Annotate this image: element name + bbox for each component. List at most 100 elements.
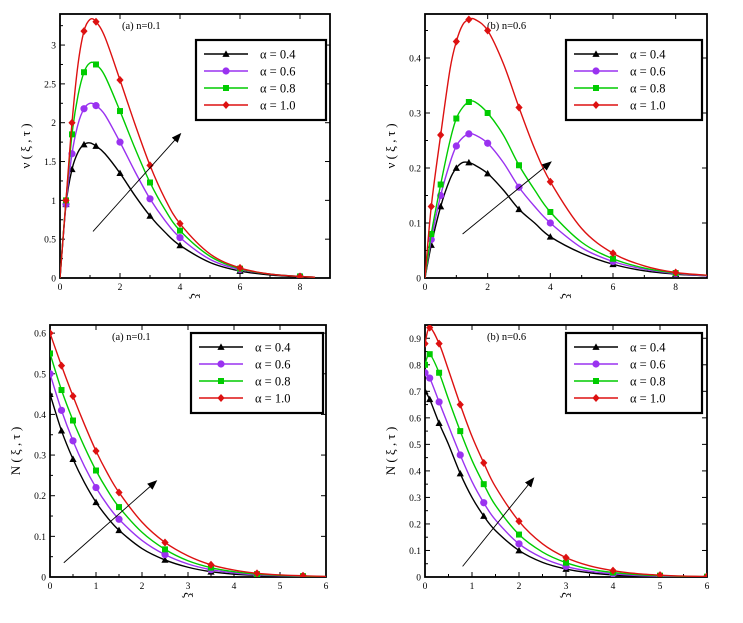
y-tick-label: 0.9 [409,335,421,345]
y-tick-label: 0 [41,574,46,584]
data-point [484,110,491,116]
series-line [425,390,707,577]
data-point [116,169,124,177]
legend: α = 0.4 α = 0.6 α = 0.8 α = 1.0 [194,38,328,122]
data-point [437,202,445,210]
plot-frame [424,13,708,279]
legend: α = 0.4 α = 0.6 α = 0.8 α = 1.0 [564,38,704,122]
legend-swatch-marker [592,101,600,109]
y-tick-label: 3 [51,42,56,52]
data-point [296,272,304,278]
trend-arrow [462,477,535,567]
data-point [92,142,100,149]
y-tick-label: 0.4 [34,411,46,421]
panel-label: (a) n=0.1 [112,332,151,343]
x-tick-label: 6 [611,283,616,293]
x-tick-label: 0 [58,283,63,293]
data-point [425,369,429,377]
data-point [115,526,123,534]
y-tick-label: 0.3 [409,494,421,504]
data-point [457,428,464,435]
trend-arrow [63,480,158,564]
legend-swatch-marker [593,378,599,384]
data-point [484,26,492,35]
data-point [546,233,554,240]
data-point [162,546,168,553]
panel-label: (b) n=0.6 [487,21,526,32]
data-point [57,361,66,370]
legend-swatch-marker [592,343,600,350]
y-tick-label: 0.5 [409,441,421,451]
x-axis-label: ξ [188,293,203,299]
x-tick-label: 0 [48,582,53,592]
data-point [236,263,244,272]
x-tick-label: 5 [658,582,663,592]
legend-swatch-marker [222,67,230,75]
y-tick-label: 0.7 [409,388,421,398]
data-point [426,325,434,332]
data-point [68,118,76,127]
data-point [207,560,215,569]
data-point [92,498,100,506]
data-point [69,392,77,401]
legend-entry: α = 0.8 [255,375,290,389]
legend-swatch-marker [218,378,224,384]
legend-entry: α = 0.6 [260,65,295,79]
y-tick-label: 0.6 [409,414,421,424]
data-point [515,517,523,526]
y-tick-label: 0.3 [34,452,46,462]
y-tick-label: 2 [51,119,56,129]
x-tick-label: 4 [232,582,237,592]
data-point [672,268,680,277]
data-point [656,571,664,577]
series-line [50,393,326,577]
data-point [92,483,100,492]
legend-entry: α = 1.0 [630,99,665,113]
data-point [50,329,54,338]
legend-swatch-marker [223,85,229,91]
y-tick-label: 2.5 [44,80,56,90]
data-point [69,131,75,138]
x-axis-label: ξ [559,592,574,598]
data-point [453,115,460,122]
y-tick-label: 1 [51,197,56,207]
y-tick-label: 0.3 [409,110,421,120]
data-point [177,227,183,234]
panel-label: (b) n=0.6 [487,332,526,343]
y-axis-label: N ( ξ , τ ) [8,427,23,476]
data-point [516,531,522,538]
legend-entry: α = 1.0 [255,392,290,406]
legend-entry: α = 0.6 [630,65,665,79]
data-point [50,350,53,357]
data-point [147,179,153,186]
data-point [435,339,443,348]
data-point [546,177,554,186]
x-tick-label: 0 [423,582,428,592]
x-tick-label: 2 [118,283,123,293]
legend-swatch-marker [217,360,225,368]
data-point [62,196,70,205]
y-tick-label: 0.6 [34,330,46,340]
y-tick-label: 0.2 [409,520,421,530]
y-tick-label: 0.2 [34,492,46,502]
series-line [425,132,707,278]
data-point [92,447,100,455]
data-point [161,556,169,563]
data-point [610,255,616,262]
data-point [428,231,435,237]
plot-frame [59,13,331,279]
data-point [515,103,523,112]
data-point [116,504,122,511]
x-tick-label: 3 [186,582,191,592]
data-point [456,400,464,409]
x-tick-label: 5 [278,582,283,592]
legend-swatch-marker [592,67,600,75]
data-point [80,105,88,113]
data-point [80,140,88,148]
y-tick-label: 1.5 [44,158,56,168]
x-tick-label: 2 [140,582,145,592]
data-point [546,219,554,227]
data-point [93,61,99,68]
data-point [452,37,460,46]
trend-arrow [92,132,182,232]
